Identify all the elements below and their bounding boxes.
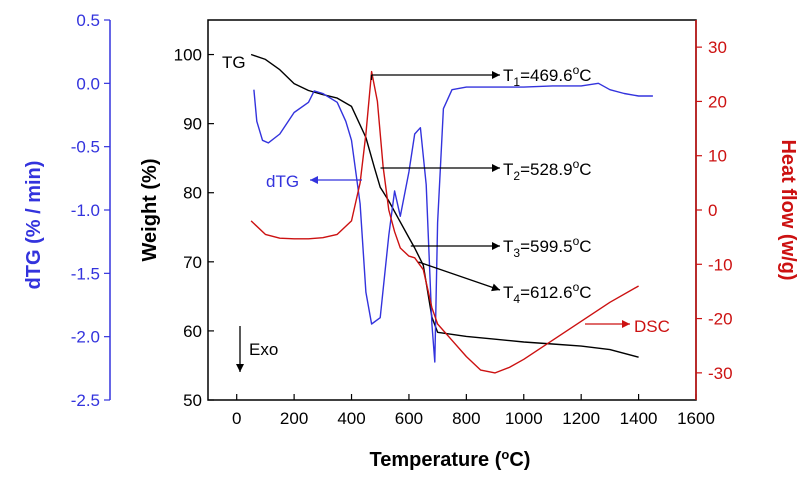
dtg-tick-label: 0.5	[76, 11, 100, 30]
t4-arrow	[418, 261, 501, 291]
dtg-tick-label: -2.0	[71, 328, 100, 347]
weight-tick-label: 60	[183, 322, 202, 341]
dtg-tick-label: -1.5	[71, 264, 100, 283]
tg-curve-label: TG	[222, 53, 246, 72]
dsc-label-arrow-head	[622, 320, 630, 328]
dtg-axis-title: dTG (% / min)	[23, 161, 45, 290]
x-axis-title: Temperature (oC)	[370, 447, 531, 471]
x-tick-label: 0	[232, 409, 241, 428]
dtg-tick-label: -2.5	[71, 391, 100, 410]
dtg-tick-label: -1.0	[71, 201, 100, 220]
x-tick-label: 800	[452, 409, 480, 428]
x-tick-label: 1600	[677, 409, 715, 428]
exo-arrow-head	[236, 364, 244, 372]
x-tick-label: 200	[280, 409, 308, 428]
x-tick-label: 1000	[505, 409, 543, 428]
t1-arrow-head	[492, 71, 500, 79]
exo-label: Exo	[249, 340, 278, 359]
dtg-label-arrow-head	[310, 176, 318, 184]
weight-tick-label: 50	[183, 391, 202, 410]
x-tick-label: 1400	[620, 409, 658, 428]
heat-flow-tick-label: -10	[708, 255, 733, 274]
weight-axis-title: Weight (%)	[139, 159, 161, 262]
weight-tick-label: 90	[183, 115, 202, 134]
heat-flow-tick-label: -20	[708, 310, 733, 329]
weight-tick-label: 80	[183, 184, 202, 203]
heat-flow-tick-label: 0	[708, 201, 717, 220]
heat-flow-tick-label: 20	[708, 92, 727, 111]
heat-flow-tick-label: 30	[708, 38, 727, 57]
t4-arrow-head	[491, 283, 500, 292]
dsc-series-line	[250, 70, 639, 374]
t2-arrow-head	[492, 164, 500, 172]
plot-frame	[207, 19, 697, 401]
x-tick-label: 1200	[562, 409, 600, 428]
t3-annotation: T3=599.5oC	[503, 234, 592, 260]
weight-tick-label: 100	[174, 46, 202, 65]
dtg-tick-label: -0.5	[71, 138, 100, 157]
heat-flow-axis-title: Heat flow (w/g)	[777, 139, 799, 280]
heat-flow-tick-label: 10	[708, 147, 727, 166]
dtg-curve-label: dTG	[266, 172, 299, 191]
weight-tick-label: 70	[183, 253, 202, 272]
t4-annotation: T4=612.6oC	[503, 280, 592, 306]
x-tick-label: 600	[395, 409, 423, 428]
t3-arrow-head	[492, 242, 500, 250]
tg-series-line	[250, 53, 639, 358]
x-tick-label: 400	[337, 409, 365, 428]
dtg-series-line	[253, 82, 653, 363]
dsc-curve-label: DSC	[634, 317, 670, 336]
dtg-tick-label: 0.0	[76, 74, 100, 93]
t1-annotation: T1=469.6oC	[503, 63, 592, 89]
t2-annotation: T2=528.9oC	[503, 157, 592, 183]
heat-flow-tick-label: -30	[708, 364, 733, 383]
